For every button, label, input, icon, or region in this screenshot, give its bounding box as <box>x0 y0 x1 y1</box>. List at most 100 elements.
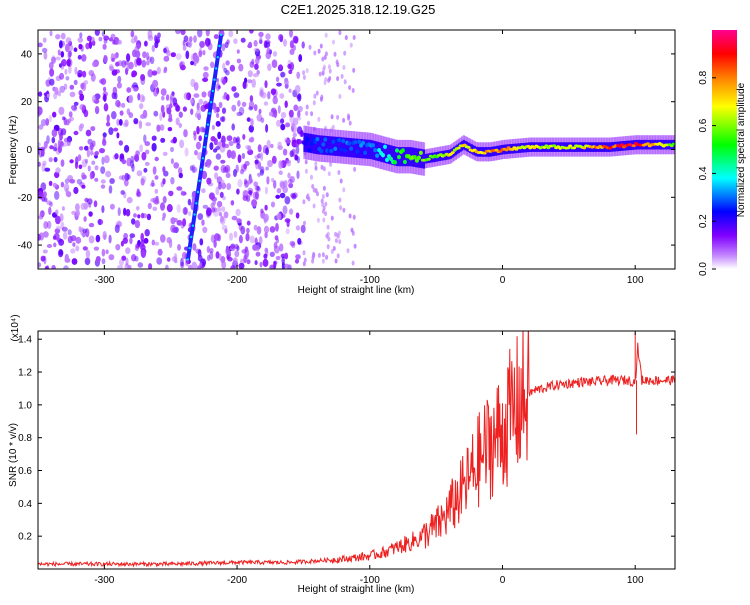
noise-mark <box>238 262 245 269</box>
noise-mark <box>274 235 279 241</box>
noise-mark <box>280 118 285 124</box>
noise-mark <box>139 94 145 103</box>
carrier-mid <box>328 136 332 156</box>
noise-mark <box>238 235 243 244</box>
noise-mark <box>67 59 72 65</box>
noise-mark <box>98 218 102 226</box>
carrier-core <box>402 159 407 165</box>
noise-mark <box>294 154 299 161</box>
noise-mark <box>303 220 306 226</box>
carrier-mid <box>360 139 363 159</box>
snr-frame <box>37 330 676 570</box>
carrier-core <box>363 150 368 155</box>
noise-mark <box>315 90 319 96</box>
noise-mark <box>101 248 106 257</box>
noise-mark <box>284 100 288 108</box>
noise-mark <box>156 124 161 132</box>
noise-mark <box>220 159 226 164</box>
snr-ylabel: SNR (10 * v/v) <box>8 423 19 487</box>
noise-mark <box>123 232 128 240</box>
noise-mark <box>55 215 61 225</box>
carrier-mid <box>348 138 351 158</box>
noise-mark <box>94 165 99 171</box>
noise-mark <box>193 93 200 98</box>
noise-mark <box>322 185 326 191</box>
noise-mark <box>310 111 314 117</box>
noise-mark <box>162 178 166 185</box>
noise-mark <box>165 94 170 101</box>
noise-mark <box>326 244 330 250</box>
carrier-mid <box>392 146 395 166</box>
noise-mark <box>68 65 72 74</box>
noise-mark <box>202 77 209 83</box>
noise-mark <box>162 166 166 173</box>
noise-mark <box>344 35 348 41</box>
noise-mark <box>42 37 47 43</box>
noise-mark <box>273 261 277 269</box>
streak-point <box>198 179 201 182</box>
noise-mark <box>181 251 188 260</box>
noise-mark <box>273 180 277 189</box>
noise-mark <box>266 176 270 185</box>
noise-mark <box>313 50 317 56</box>
noise-mark <box>140 232 144 242</box>
noise-mark <box>101 205 105 214</box>
carrier-mid <box>400 147 403 167</box>
noise-mark <box>206 177 212 185</box>
noise-mark <box>73 130 79 136</box>
noise-mark <box>178 167 183 175</box>
noise-mark <box>55 167 61 174</box>
noise-mark <box>121 60 127 68</box>
noise-mark <box>80 202 86 210</box>
noise-mark <box>221 224 228 231</box>
noise-mark <box>147 202 152 210</box>
noise-mark <box>162 212 166 219</box>
noise-mark <box>206 207 212 217</box>
noise-mark <box>265 123 269 133</box>
noise-mark <box>88 235 95 244</box>
noise-mark <box>38 146 41 155</box>
noise-mark <box>211 196 218 202</box>
noise-mark <box>43 197 48 203</box>
noise-mark <box>219 191 224 198</box>
noise-mark <box>49 145 54 150</box>
carrier-core <box>321 142 326 147</box>
noise-mark <box>219 116 225 122</box>
noise-mark <box>184 147 189 157</box>
noise-mark <box>285 159 292 164</box>
noise-mark <box>122 122 129 128</box>
noise-mark <box>284 196 291 205</box>
noise-mark <box>189 98 194 104</box>
noise-mark <box>194 55 200 64</box>
noise-mark <box>328 76 332 81</box>
noise-mark <box>84 257 91 266</box>
noise-mark <box>124 263 130 269</box>
noise-mark <box>291 193 297 200</box>
noise-mark <box>296 138 302 145</box>
noise-mark <box>339 178 343 184</box>
noise-mark <box>289 176 295 183</box>
noise-mark <box>196 108 201 117</box>
carrier-mid <box>386 144 389 164</box>
noise-mark <box>52 111 57 118</box>
noise-mark <box>283 38 287 47</box>
snr-series-line <box>38 331 675 568</box>
noise-mark <box>324 201 328 207</box>
noise-mark <box>272 88 278 98</box>
noise-mark <box>245 233 250 242</box>
noise-mark <box>254 159 260 164</box>
noise-mark <box>276 119 281 127</box>
streak-point <box>196 190 200 194</box>
noise-mark <box>206 245 211 254</box>
noise-mark <box>126 53 131 62</box>
noise-mark <box>128 112 134 119</box>
noise-mark <box>115 99 121 108</box>
noise-mark <box>59 40 63 49</box>
carrier-core <box>582 146 587 150</box>
noise-mark <box>134 220 141 229</box>
noise-mark <box>178 111 183 118</box>
noise-mark <box>48 62 54 70</box>
noise-mark <box>273 241 278 249</box>
noise-mark <box>54 228 61 234</box>
